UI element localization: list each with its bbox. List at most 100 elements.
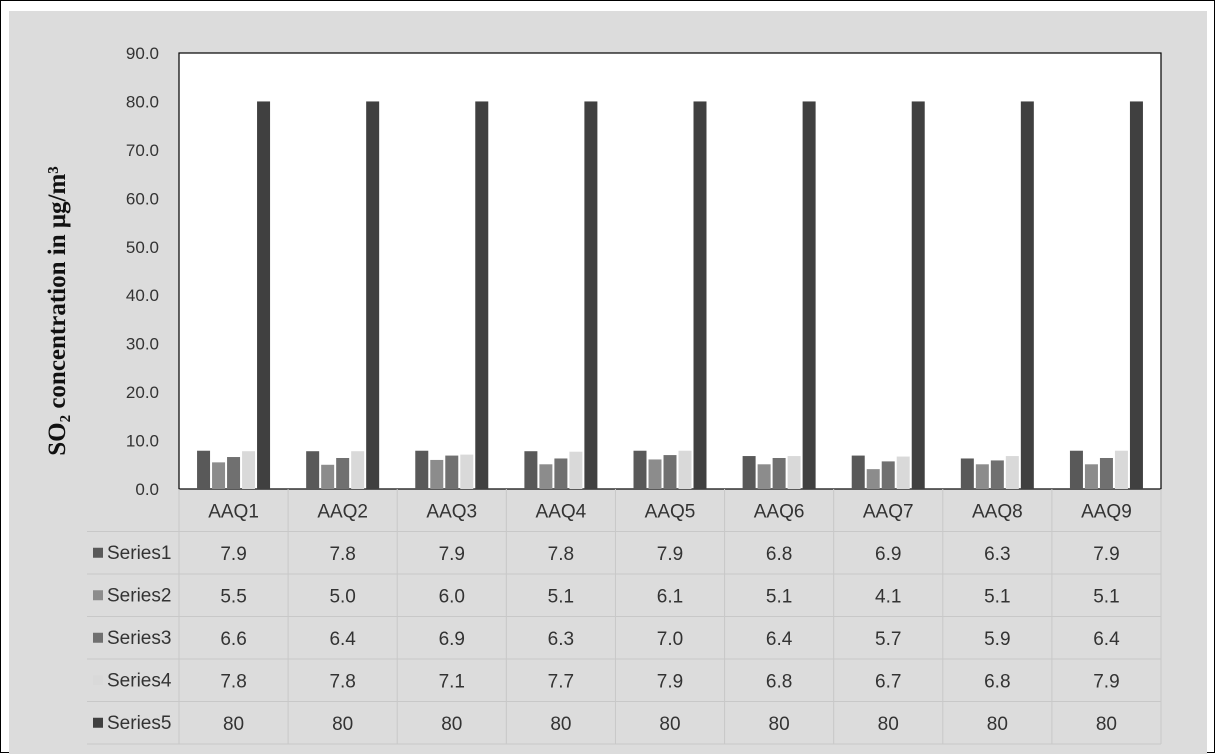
legend-label-series3: Series3 <box>107 628 171 649</box>
bar-series4-aaq2 <box>351 451 365 489</box>
bar-series2-aaq1 <box>212 462 226 489</box>
bar-series4-aaq7 <box>896 456 910 489</box>
data-label: 7.8 <box>548 544 574 565</box>
bar-series3-aaq3 <box>445 455 459 489</box>
y-axis-label: SO₂ concentration in μg/m³ <box>44 166 71 456</box>
category-label: AAQ7 <box>863 501 914 522</box>
legend-label-series4: Series4 <box>107 670 172 691</box>
data-label: 6.4 <box>329 629 356 650</box>
category-label: AAQ6 <box>754 501 805 522</box>
bar-series2-aaq2 <box>321 464 335 489</box>
data-label: 7.0 <box>657 629 683 650</box>
y-tick-label: 30.0 <box>126 335 159 354</box>
data-label: 5.5 <box>220 586 246 607</box>
data-label: 7.8 <box>329 671 355 692</box>
category-label: AAQ5 <box>645 501 696 522</box>
legend-label-series2: Series2 <box>107 585 171 606</box>
bar-series5-aaq2 <box>366 101 380 489</box>
bar-series5-aaq3 <box>475 101 489 489</box>
bar-series3-aaq2 <box>336 457 350 489</box>
data-label: 5.1 <box>766 586 792 607</box>
y-tick-label: 60.0 <box>126 189 159 208</box>
bar-series4-aaq1 <box>242 451 256 489</box>
bar-series5-aaq9 <box>1129 101 1143 489</box>
data-label: 7.9 <box>1093 544 1119 565</box>
y-tick-label: 70.0 <box>126 141 159 160</box>
data-label: 6.8 <box>984 671 1010 692</box>
bar-series4-aaq6 <box>787 456 801 489</box>
legend-label-series1: Series1 <box>107 543 171 564</box>
data-label: 80 <box>1096 714 1117 735</box>
bar-series1-aaq9 <box>1069 450 1083 489</box>
bar-chart: 0.0 10.0 20.0 30.0 40.0 50.0 60.0 70.0 80.0 90.0 A… <box>44 44 1162 745</box>
bar-series2-aaq9 <box>1084 464 1098 489</box>
data-label: 6.6 <box>220 629 246 650</box>
bar-series4-aaq8 <box>1005 456 1019 489</box>
bar-series1-aaq2 <box>306 451 320 489</box>
data-label: 4.1 <box>875 586 901 607</box>
bar-series1-aaq6 <box>742 456 756 489</box>
data-label: 7.9 <box>1093 671 1119 692</box>
bar-series2-aaq4 <box>539 464 553 489</box>
data-label: 7.8 <box>220 671 246 692</box>
bar-series5-aaq8 <box>1020 101 1034 489</box>
data-label: 80 <box>332 714 353 735</box>
data-label: 7.9 <box>220 544 246 565</box>
data-label: 80 <box>659 714 680 735</box>
bar-series2-aaq8 <box>975 464 989 489</box>
data-label: 7.9 <box>657 671 683 692</box>
data-label: 6.3 <box>984 544 1010 565</box>
data-label: 5.1 <box>984 586 1010 607</box>
y-tick-label: 80.0 <box>126 92 159 111</box>
data-label: 5.1 <box>548 586 574 607</box>
bar-series5-aaq7 <box>911 101 925 489</box>
y-tick-label: 40.0 <box>126 286 159 305</box>
bar-series1-aaq1 <box>197 450 211 489</box>
bar-series3-aaq6 <box>772 457 786 489</box>
data-label: 6.4 <box>1093 629 1120 650</box>
bar-series5-aaq6 <box>802 101 816 489</box>
bar-series2-aaq3 <box>430 459 444 489</box>
chart-area: 0.0 10.0 20.0 30.0 40.0 50.0 60.0 70.0 80.0 90.0 A… <box>9 11 1207 754</box>
bar-series3-aaq8 <box>990 460 1004 489</box>
bar-series4-aaq9 <box>1114 450 1128 489</box>
bar-series3-aaq1 <box>227 457 241 489</box>
data-label: 7.9 <box>657 544 683 565</box>
plot-area <box>178 52 1162 490</box>
bar-series3-aaq4 <box>554 458 568 489</box>
bar-series5-aaq4 <box>584 101 598 489</box>
data-label: 80 <box>878 714 899 735</box>
bar-series5-aaq5 <box>693 101 707 489</box>
y-tick-label: 90.0 <box>126 44 159 63</box>
y-tick-label: 20.0 <box>126 383 159 402</box>
category-label: AAQ3 <box>426 501 477 522</box>
bar-series2-aaq5 <box>648 459 662 489</box>
bar-series1-aaq8 <box>960 458 974 489</box>
legend-label-series5: Series5 <box>107 713 171 734</box>
data-label: 6.8 <box>766 671 792 692</box>
data-label: 80 <box>550 714 571 735</box>
legend-swatch-series3 <box>93 632 103 643</box>
bar-series4-aaq5 <box>678 450 692 489</box>
bar-series1-aaq4 <box>524 451 538 489</box>
bar-series2-aaq6 <box>757 464 771 489</box>
bar-series5-aaq1 <box>257 101 271 489</box>
data-label: 80 <box>223 714 244 735</box>
legend-swatch-series2 <box>93 590 103 601</box>
data-label: 5.9 <box>984 629 1010 650</box>
data-label: 6.4 <box>766 629 793 650</box>
bar-series3-aaq7 <box>881 461 895 489</box>
data-label: 80 <box>987 714 1008 735</box>
bar-series4-aaq4 <box>569 451 583 489</box>
bar-series3-aaq9 <box>1099 457 1113 489</box>
category-label: AAQ4 <box>536 501 587 522</box>
data-label: 7.8 <box>329 544 355 565</box>
data-label: 6.7 <box>875 671 901 692</box>
category-label: AAQ2 <box>317 501 368 522</box>
data-label: 7.9 <box>439 544 465 565</box>
data-label: 80 <box>769 714 790 735</box>
bar-series1-aaq7 <box>851 455 865 489</box>
data-label: 6.9 <box>439 629 465 650</box>
data-label: 7.1 <box>439 671 465 692</box>
